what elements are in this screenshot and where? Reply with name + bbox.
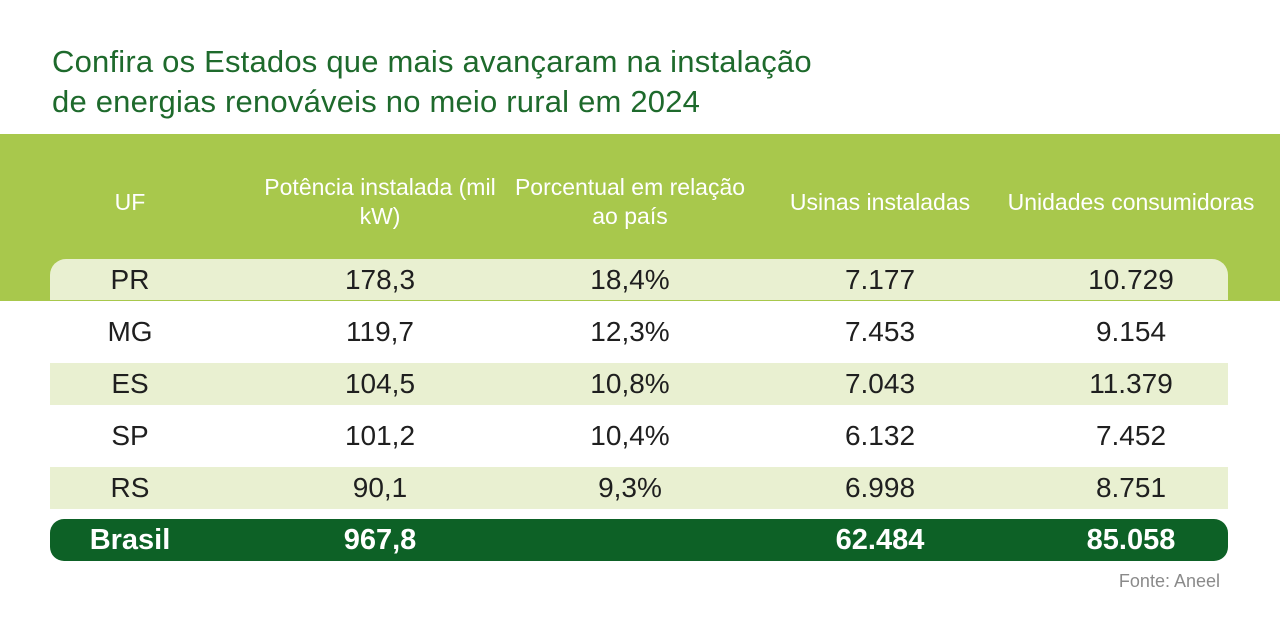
table-cell-porcentual: 10,4% [590,420,670,451]
table-cell-usinas: 7.043 [844,368,916,399]
table-cell-porcentual: 12,3% [590,316,670,347]
table-cell-usinas: 7.177 [844,263,916,295]
total-cell-unidades: 85.058 [1086,523,1176,556]
total-cell-potencia: 967,8 [343,523,417,556]
column-header-uf: UF [114,188,146,215]
table-cell-uf: PR [110,263,150,295]
table-cell-unidades: 7.452 [1095,420,1167,451]
column-header-unidades: Unidades consumidoras [1007,188,1255,215]
table-cell-unidades: 8.751 [1095,472,1167,503]
table-cell-porcentual: 18,4% [590,263,670,295]
column-header-porcentual: Porcentual em relação ao país [514,174,746,229]
chart-title: Confira os Estados que mais avançaram na… [52,42,1052,122]
row-background [50,259,1228,300]
table-cell-uf: MG [107,316,153,347]
table-cell-usinas: 6.998 [844,472,916,503]
table-cell-unidades: 11.379 [1089,368,1173,399]
table-cell-unidades: 10.729 [1088,263,1174,295]
table-cell-potencia: 104,5 [344,368,416,399]
total-cell-uf: Brasil [89,523,171,556]
table-cell-porcentual: 9,3% [598,472,662,503]
table-cell-porcentual: 10,8% [590,368,670,399]
title-line-2: de energias renováveis no meio rural em … [52,84,701,119]
total-row [50,519,1228,561]
table-cell-unidades: 9.154 [1095,316,1167,347]
table-cell-potencia: 178,3 [344,263,416,295]
table-cell-usinas: 6.132 [844,420,916,451]
row-background [50,363,1228,405]
table-cell-uf: SP [111,420,149,451]
table-cell-uf: ES [111,368,149,399]
source-note: Fonte: Aneel [1118,571,1220,591]
column-header-usinas: Usinas instaladas [789,188,971,215]
column-header-potencia: Potência instalada (mil kW) [264,174,496,229]
table-cell-potencia: 119,7 [346,316,414,347]
table-cell-usinas: 7.453 [844,316,916,347]
title-line-1: Confira os Estados que mais avançaram na… [52,44,812,79]
table-cell-potencia: 90,1 [352,472,408,503]
table-cell-uf: RS [110,472,150,503]
table-cell-potencia: 101,2 [344,420,416,451]
total-cell-usinas: 62.484 [835,523,925,556]
row-background [50,467,1228,509]
